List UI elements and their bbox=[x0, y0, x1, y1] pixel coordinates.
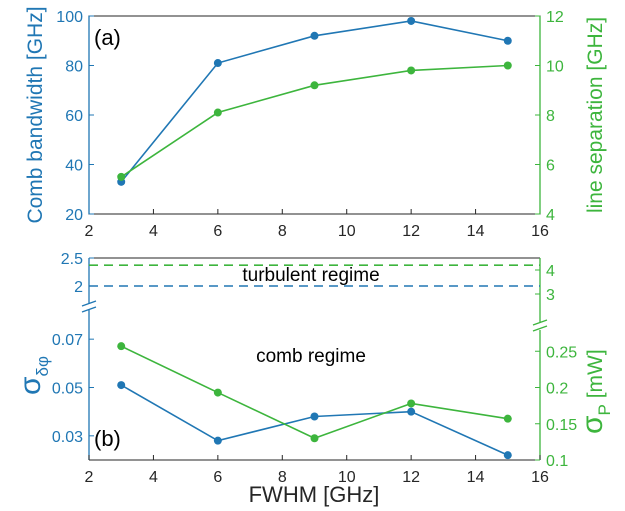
right-break-mark bbox=[532, 325, 548, 332]
left-tick-label: 40 bbox=[65, 158, 83, 175]
panel-b-series bbox=[117, 342, 512, 460]
left-tick-label: 0.05 bbox=[52, 381, 83, 398]
x-tick-label: 8 bbox=[278, 469, 287, 486]
x-tick-label: 2 bbox=[85, 469, 94, 486]
right-tick-label: 6 bbox=[546, 158, 555, 175]
panel-a: 2 4 6 8 10 12 14 16 20 40 60 80 100 4 6 8 10 12 (a) Com… bbox=[24, 6, 607, 240]
right-tick-label: 0.15 bbox=[546, 417, 577, 434]
left-break-mark bbox=[81, 300, 97, 307]
right-tick-label: 8 bbox=[546, 108, 555, 125]
right-tick-label: 0.25 bbox=[546, 344, 577, 361]
right-axis-subscript: P bbox=[595, 404, 614, 415]
right-axis-unit: [mW] bbox=[584, 349, 607, 404]
x-tick-label: 8 bbox=[278, 223, 287, 240]
x-tick-label: 16 bbox=[531, 469, 549, 486]
x-tick-label: 6 bbox=[213, 223, 222, 240]
data-point-green bbox=[117, 342, 126, 351]
right-tick-label: 3 bbox=[546, 287, 555, 304]
panel-a-right-ticks: 4 6 8 10 12 bbox=[535, 9, 564, 224]
data-point-blue bbox=[310, 412, 319, 421]
x-tick-label: 10 bbox=[338, 223, 356, 240]
data-point-blue bbox=[310, 31, 319, 40]
left-tick-label: 2 bbox=[74, 279, 83, 296]
panel-a-label: (a) bbox=[94, 25, 121, 50]
panel-a-series bbox=[117, 16, 512, 186]
panel-a-right-axis-label: line separation [GHz] bbox=[584, 17, 607, 213]
right-tick-label: 12 bbox=[546, 9, 564, 26]
x-tick-label: 12 bbox=[402, 469, 420, 486]
left-tick-label: 2.5 bbox=[61, 251, 83, 268]
data-point-green bbox=[407, 399, 416, 408]
panel-a-left-ticks: 20 40 60 80 100 bbox=[56, 9, 94, 224]
right-tick-label: 0.2 bbox=[546, 381, 568, 398]
left-axis-sigma: σ bbox=[14, 376, 47, 395]
x-tick-label: 16 bbox=[531, 223, 549, 240]
data-point-blue bbox=[407, 16, 416, 25]
data-point-green bbox=[503, 414, 512, 423]
x-tick-label: 4 bbox=[149, 469, 158, 486]
panel-a-x-ticks: 2 4 6 8 10 12 14 16 bbox=[85, 209, 549, 240]
data-point-green bbox=[213, 108, 222, 117]
left-axis-subscript: δφ bbox=[33, 356, 52, 377]
data-point-blue bbox=[117, 381, 126, 390]
data-point-green bbox=[117, 172, 126, 181]
right-tick-label: 4 bbox=[546, 207, 555, 224]
panel-b-thresholds bbox=[89, 264, 540, 287]
panel-b-left-axis-label: σδφ bbox=[14, 356, 52, 395]
panel-b-right-ticks: 3 4 0.1 0.15 0.2 0.25 bbox=[535, 263, 577, 470]
panel-b: 2 4 6 8 10 12 14 16 2 2.5 0.03 0.05 0.07 3 4 0.1 0.15 0… bbox=[14, 251, 614, 507]
data-point-blue bbox=[503, 36, 512, 45]
panel-b-right-axis-label: σP [mW] bbox=[576, 349, 614, 434]
right-tick-label: 4 bbox=[546, 263, 555, 280]
x-tick-label: 14 bbox=[467, 223, 485, 240]
annotation-comb-regime: comb regime bbox=[256, 346, 366, 367]
x-tick-label: 12 bbox=[402, 223, 420, 240]
panel-b-left-ticks: 2 2.5 0.03 0.05 0.07 bbox=[52, 251, 94, 446]
left-tick-label: 80 bbox=[65, 59, 83, 76]
left-tick-label: 0.03 bbox=[52, 429, 83, 446]
x-tick-label: 10 bbox=[338, 469, 356, 486]
data-point-green bbox=[503, 61, 512, 70]
x-tick-label: 2 bbox=[85, 223, 94, 240]
data-point-green bbox=[407, 66, 416, 75]
left-tick-label: 0.07 bbox=[52, 332, 83, 349]
data-point-green bbox=[310, 81, 319, 90]
x-tick-label: 6 bbox=[213, 469, 222, 486]
left-tick-label: 20 bbox=[65, 207, 83, 224]
panel-a-left-axis-label: Comb bandwidth [GHz] bbox=[24, 6, 47, 223]
annotation-turbulent-regime: turbulent regime bbox=[242, 265, 379, 286]
panel-b-label: (b) bbox=[94, 426, 121, 451]
panel-b-x-axis-label: FWHM [GHz] bbox=[249, 482, 380, 507]
x-tick-label: 14 bbox=[467, 469, 485, 486]
data-point-green bbox=[310, 434, 319, 443]
left-tick-label: 60 bbox=[65, 108, 83, 125]
panel-b-x-ticks: 2 4 6 8 10 12 14 16 bbox=[85, 455, 549, 486]
left-tick-label: 100 bbox=[56, 9, 83, 26]
right-break-mark bbox=[532, 319, 548, 326]
data-point-blue bbox=[213, 59, 222, 68]
right-tick-label: 10 bbox=[546, 59, 564, 76]
right-tick-label: 0.1 bbox=[546, 453, 568, 470]
right-axis-sigma: σ bbox=[576, 415, 609, 434]
data-point-green bbox=[213, 388, 222, 397]
data-point-blue bbox=[407, 407, 416, 416]
left-break-mark bbox=[81, 306, 97, 313]
series-line-blue bbox=[120, 20, 508, 183]
data-point-blue bbox=[503, 451, 512, 460]
data-point-blue bbox=[213, 436, 222, 445]
x-tick-label: 4 bbox=[149, 223, 158, 240]
panel-a-frame bbox=[88, 15, 541, 215]
